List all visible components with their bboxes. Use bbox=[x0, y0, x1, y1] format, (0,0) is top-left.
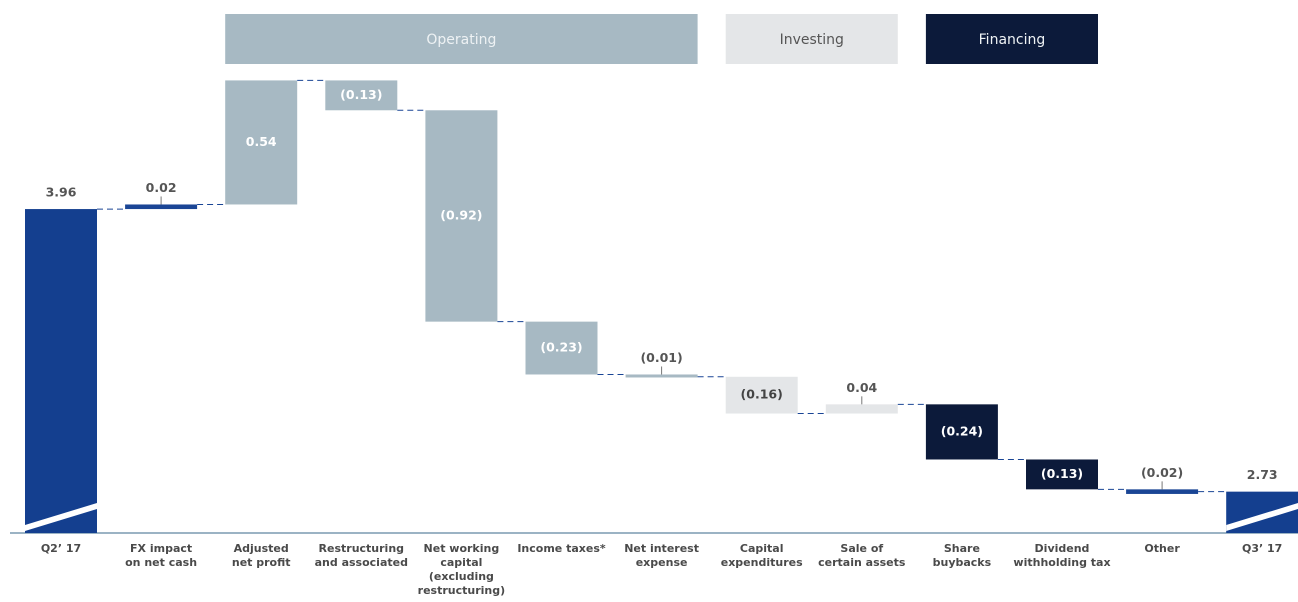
x-tick-label: Capital expenditures bbox=[720, 542, 803, 569]
x-tick-label: Restructuring and associated bbox=[314, 542, 408, 569]
bar bbox=[225, 80, 298, 205]
x-tick-label: Share buybacks bbox=[932, 542, 992, 569]
axis-break bbox=[25, 503, 97, 531]
group-box bbox=[925, 14, 1098, 64]
value-label: (0.92) bbox=[440, 207, 482, 222]
value-label: (0.16) bbox=[741, 387, 783, 402]
value-label: 2.73 bbox=[1247, 467, 1278, 482]
x-tick-label: Dividend withholding tax bbox=[1013, 542, 1111, 569]
value-label: 0.54 bbox=[246, 134, 277, 149]
value-label: (0.13) bbox=[340, 87, 382, 102]
bar bbox=[725, 376, 798, 414]
x-tick-label: Q2’ 17 bbox=[40, 542, 82, 555]
group-box bbox=[725, 14, 898, 64]
bar bbox=[125, 204, 198, 210]
x-tick-label: Net interest expense bbox=[624, 542, 699, 569]
value-label: 3.96 bbox=[46, 185, 77, 200]
bar bbox=[1126, 489, 1199, 494]
x-tick-label: Other bbox=[1144, 542, 1180, 555]
x-tick-label: Net working capital (excluding restructu… bbox=[417, 542, 506, 597]
value-label: (0.24) bbox=[941, 423, 983, 438]
x-tick-label: Adjusted net profit bbox=[231, 542, 291, 569]
bar bbox=[625, 374, 698, 378]
bar bbox=[925, 404, 998, 460]
bar bbox=[525, 321, 598, 375]
x-tick-label: Income taxes* bbox=[517, 542, 606, 555]
value-label: 0.02 bbox=[146, 180, 177, 195]
group-label: Operating bbox=[426, 32, 496, 48]
group-box bbox=[225, 14, 698, 64]
group-label: Investing bbox=[780, 32, 844, 48]
value-label: (0.23) bbox=[540, 340, 582, 355]
value-label: (0.13) bbox=[1041, 466, 1083, 481]
bar bbox=[325, 80, 398, 111]
bar bbox=[25, 209, 97, 534]
axis-break bbox=[1226, 503, 1298, 531]
bar bbox=[425, 110, 498, 322]
x-tick-label: FX impact on net cash bbox=[125, 542, 198, 569]
value-label: (0.01) bbox=[640, 350, 682, 365]
value-label: 0.04 bbox=[846, 380, 877, 395]
x-tick-label: Sale of certain assets bbox=[818, 542, 906, 569]
bar bbox=[825, 404, 898, 414]
x-tick-label: Q3’ 17 bbox=[1242, 542, 1283, 555]
value-label: (0.02) bbox=[1141, 465, 1183, 480]
group-label: Financing bbox=[979, 32, 1046, 48]
bar bbox=[1026, 459, 1098, 490]
